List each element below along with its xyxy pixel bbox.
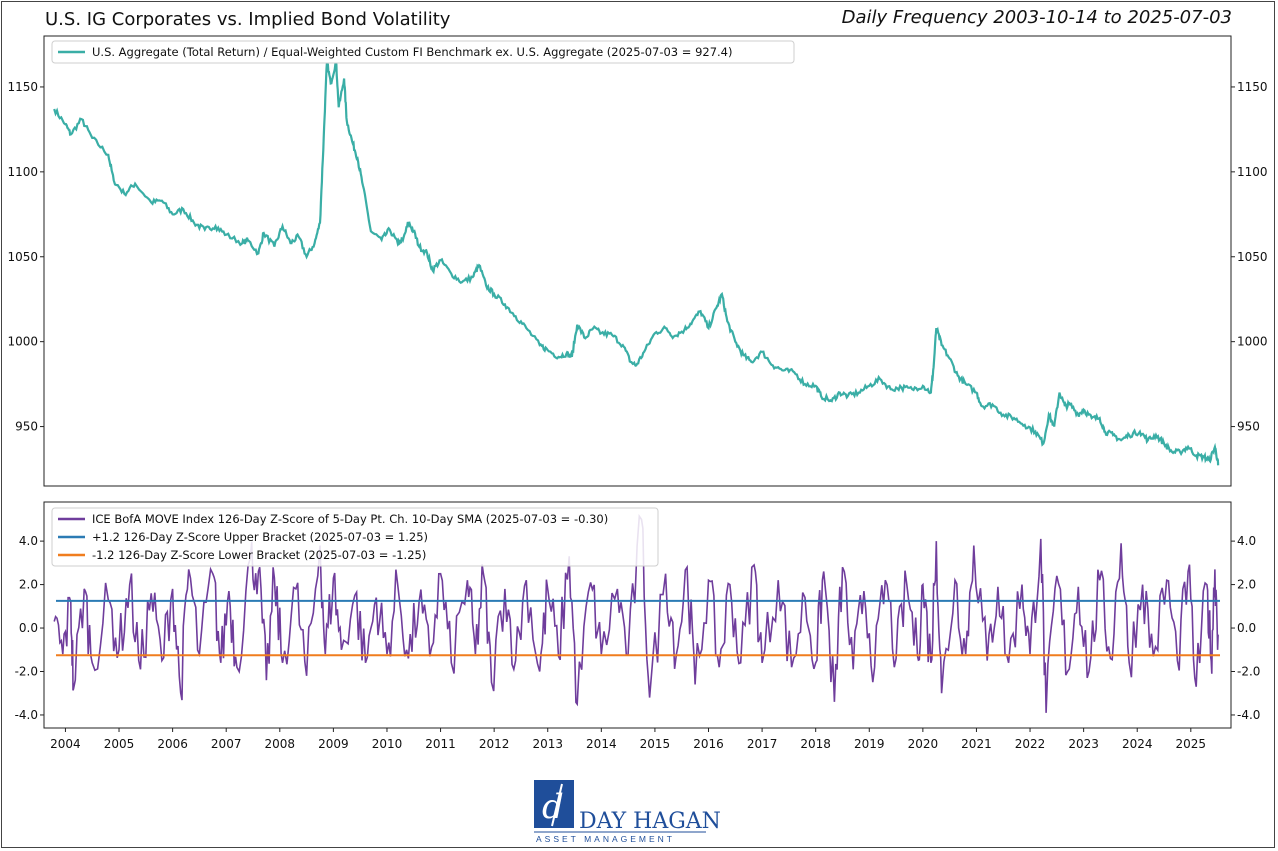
xtick-label: 2023 — [1068, 737, 1099, 751]
xtick-label: 2005 — [104, 737, 135, 751]
xtick-label: 2011 — [425, 737, 456, 751]
xtick-label: 2019 — [854, 737, 885, 751]
xtick-label: 2021 — [961, 737, 992, 751]
legend-label-benchmark-ratio: U.S. Aggregate (Total Return) / Equal-We… — [92, 45, 732, 59]
top-legend: U.S. Aggregate (Total Return) / Equal-We… — [51, 40, 795, 64]
legend-label-move-zscore: ICE BofA MOVE Index 126-Day Z-Score of 5… — [92, 512, 608, 526]
xtick-label: 2015 — [640, 737, 671, 751]
bottom-ytick-left-label: -2.0 — [15, 665, 38, 679]
x-axis: 2004 2005 2006 2007 2008 2009 2010 2011 2012 2013… — [50, 728, 1206, 751]
legend-label-lower-bracket: -1.2 126-Day Z-Score Lower Bracket (2025… — [92, 548, 426, 562]
bottom-ytick-left-label: 0.0 — [19, 621, 38, 635]
top-ytick-left-label: 1050 — [7, 250, 38, 264]
top-y-axis: 950 950 1000 1000 1050 1050 1100 1100 1150 1150 — [7, 80, 1267, 434]
bottom-ytick-right-label: 0.0 — [1237, 621, 1256, 635]
chart-title: U.S. IG Corporates vs. Implied Bond Vola… — [45, 9, 451, 30]
xtick-label: 2020 — [908, 737, 939, 751]
logo-tagline: ASSET MANAGEMENT — [536, 834, 675, 844]
xtick-label: 2022 — [1015, 737, 1046, 751]
xtick-label: 2009 — [318, 737, 349, 751]
logo-company-name: DAY HAGAN — [579, 809, 721, 834]
bottom-legend: ICE BofA MOVE Index 126-Day Z-Score of 5… — [51, 507, 659, 567]
bottom-y-axis: -4.0 -4.0 -2.0 -2.0 0.0 0.0 2.0 2.0 4.0 4.0 — [15, 534, 1261, 722]
xtick-label: 2025 — [1176, 737, 1207, 751]
chart-subtitle: Daily Frequency 2003-10-14 to 2025-07-03 — [841, 7, 1232, 28]
bottom-plot-frame — [43, 501, 1232, 729]
top-ytick-right-label: 1000 — [1237, 335, 1268, 349]
top-ytick-right-label: 1100 — [1237, 165, 1268, 179]
bottom-ytick-left-label: -4.0 — [15, 708, 38, 722]
xtick-label: 2024 — [1122, 737, 1153, 751]
top-ytick-right-label: 950 — [1237, 420, 1260, 434]
bottom-ytick-right-label: 4.0 — [1237, 534, 1256, 548]
bottom-ytick-left-label: 2.0 — [19, 578, 38, 592]
xtick-label: 2016 — [693, 737, 724, 751]
xtick-label: 2008 — [265, 737, 296, 751]
xtick-label: 2014 — [586, 737, 617, 751]
xtick-label: 2018 — [800, 737, 831, 751]
day-hagan-logo: d DAY HAGAN ASSET MANAGEMENT — [534, 780, 721, 844]
top-ytick-left-label: 1100 — [7, 165, 38, 179]
bottom-ytick-right-label: -4.0 — [1237, 708, 1260, 722]
top-ytick-right-label: 1050 — [1237, 250, 1268, 264]
bottom-ytick-right-label: -2.0 — [1237, 665, 1260, 679]
logo-monogram-slash — [551, 783, 563, 827]
xtick-label: 2013 — [532, 737, 563, 751]
bottom-ytick-left-label: 4.0 — [19, 534, 38, 548]
bottom-legend-box — [51, 507, 659, 567]
series-line-benchmark-ratio — [53, 61, 1220, 466]
legend-label-upper-bracket: +1.2 126-Day Z-Score Upper Bracket (2025… — [92, 530, 428, 544]
xtick-label: 2017 — [747, 737, 778, 751]
top-ytick-right-label: 1150 — [1237, 80, 1268, 94]
top-ytick-left-label: 1000 — [7, 335, 38, 349]
xtick-label: 2012 — [479, 737, 510, 751]
xtick-label: 2010 — [372, 737, 403, 751]
xtick-label: 2004 — [50, 737, 81, 751]
top-ytick-left-label: 1150 — [7, 80, 38, 94]
top-legend-box — [51, 40, 795, 64]
top-plot-frame — [43, 35, 1232, 487]
top-ytick-left-label: 950 — [15, 420, 38, 434]
xtick-label: 2007 — [211, 737, 242, 751]
xtick-label: 2006 — [157, 737, 188, 751]
bottom-ytick-right-label: 2.0 — [1237, 578, 1256, 592]
